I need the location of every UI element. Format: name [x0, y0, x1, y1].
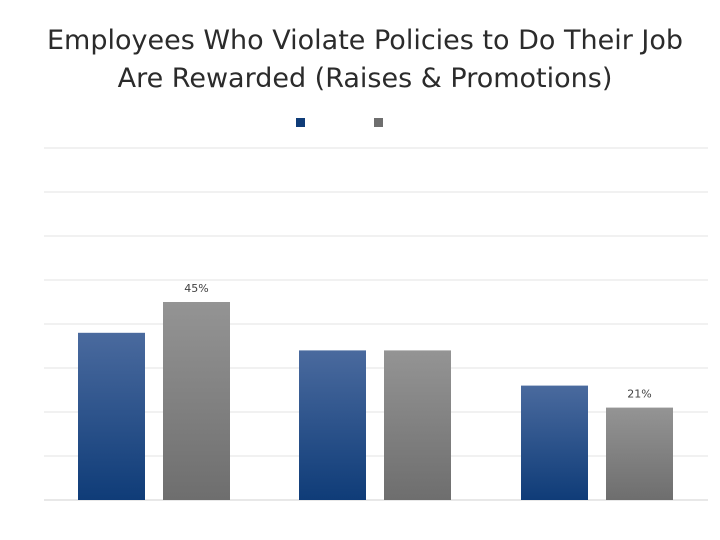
- gridlines: [44, 147, 708, 501]
- data-labels: 45% 21%: [184, 282, 651, 401]
- bars: [78, 302, 673, 500]
- data-label: 21%: [627, 388, 651, 401]
- legend: [0, 116, 720, 130]
- data-label: 45%: [184, 282, 208, 295]
- chart-title-line-1: Employees Who Violate Policies to Do The…: [46, 25, 684, 56]
- bar-series-1-group-3: [521, 385, 588, 500]
- bar-series-2-group-2: [384, 350, 451, 500]
- bar-series-2-group-3: [606, 407, 673, 500]
- bar-series-1-group-1: [78, 332, 145, 500]
- legend-swatch-series-2: [374, 118, 383, 127]
- chart-title-line-2: Are Rewarded (Raises & Promotions): [117, 63, 613, 94]
- legend-swatch-series-1: [296, 118, 305, 127]
- chart-title: Employees Who Violate Policies to Do The…: [0, 22, 720, 98]
- bar-series-2-group-1: [163, 302, 230, 500]
- bar-series-1-group-2: [299, 350, 366, 500]
